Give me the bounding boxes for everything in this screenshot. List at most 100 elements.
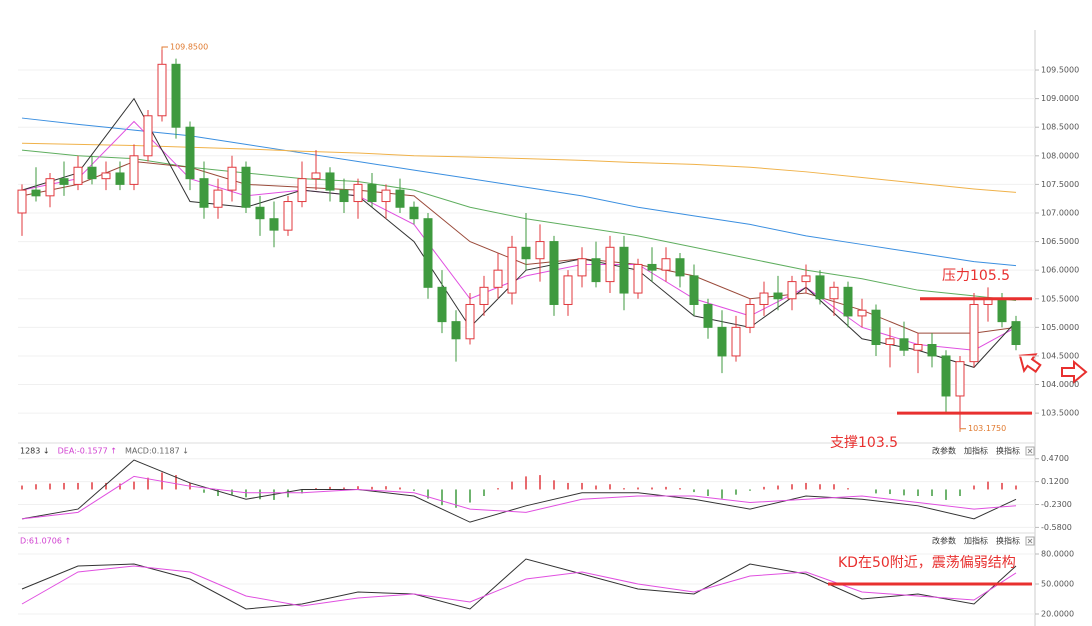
candle-body xyxy=(675,258,685,277)
y-tick-label: 106.5000 xyxy=(1041,237,1079,246)
candle-body xyxy=(843,286,853,317)
candle-body xyxy=(801,275,811,283)
y-tick-label: 107.0000 xyxy=(1041,208,1079,217)
candle-body xyxy=(213,189,223,208)
close-icon xyxy=(1027,448,1033,454)
candle-body xyxy=(507,246,517,294)
indicator-line xyxy=(21,475,1017,520)
candle-body xyxy=(59,178,69,185)
candle-body xyxy=(913,344,923,351)
y-tick-label: 0.1200 xyxy=(1041,477,1069,486)
candle-body xyxy=(731,326,741,357)
candle-body xyxy=(1011,321,1021,346)
chart-layer: 109.5000 109.0000 108.5000 108.0000 107.5000… xyxy=(17,43,1079,619)
y-tick-label: -0.5800 xyxy=(1041,523,1072,532)
candle-body xyxy=(255,206,265,220)
candle-body xyxy=(857,309,867,317)
indicator-header: MACD:0.1187 ↓ xyxy=(125,447,189,456)
candle-body xyxy=(395,189,405,208)
y-tick-label: 109.0000 xyxy=(1041,94,1079,103)
y-tick-label: 50.0000 xyxy=(1041,580,1074,589)
y-tick-label: 80.0000 xyxy=(1041,550,1074,559)
y-tick-label: 109.5000 xyxy=(1041,66,1079,75)
y-tick-label: 108.0000 xyxy=(1041,151,1079,160)
panel-button[interactable]: 改参数 xyxy=(932,446,956,456)
extreme-label: 103.1750 xyxy=(968,424,1006,433)
candle-body xyxy=(353,183,363,203)
candle-body xyxy=(969,303,979,363)
y-tick-label: 105.0000 xyxy=(1041,323,1079,332)
indicator-header: 1283 ↓ xyxy=(20,447,50,456)
panel-button[interactable]: 加指标 xyxy=(964,446,988,456)
indicator-line xyxy=(21,558,1017,610)
extreme-label: 109.8500 xyxy=(170,43,208,52)
candle-body xyxy=(563,275,573,305)
candle-body xyxy=(45,178,55,197)
indicator-header: D:61.0706 ↑ xyxy=(20,537,71,546)
candle-body xyxy=(535,241,545,260)
candle-body xyxy=(87,166,97,180)
extreme-marker xyxy=(959,428,966,432)
y-tick-label: 104.0000 xyxy=(1041,380,1079,389)
panel-button[interactable]: 换指标 xyxy=(996,446,1020,456)
level-label: 压力105.5 xyxy=(942,268,1010,284)
candle-body xyxy=(703,303,713,328)
candle-body xyxy=(689,275,699,305)
candle-body xyxy=(465,303,475,340)
y-tick-label: 107.5000 xyxy=(1041,180,1079,189)
candle-body xyxy=(493,269,503,288)
y-tick-label: 106.0000 xyxy=(1041,266,1079,275)
candle-body xyxy=(185,126,195,180)
candle-body xyxy=(297,178,307,203)
candle-body xyxy=(717,326,727,357)
y-tick-label: 105.5000 xyxy=(1041,294,1079,303)
candle-body xyxy=(927,344,937,357)
arrow-icon xyxy=(1061,359,1088,385)
candle-body xyxy=(871,309,881,346)
candle-body xyxy=(941,355,951,397)
candle-body xyxy=(227,166,237,191)
candle-body xyxy=(451,321,461,340)
candle-body xyxy=(479,286,489,305)
panel-button[interactable]: 换指标 xyxy=(996,536,1020,546)
panel-button[interactable]: 改参数 xyxy=(932,536,956,546)
candle-body xyxy=(521,246,531,260)
candle-body xyxy=(577,258,587,277)
candle-body xyxy=(339,189,349,203)
extreme-marker xyxy=(161,46,168,51)
y-tick-label: 108.5000 xyxy=(1041,123,1079,132)
indicator-line xyxy=(21,565,1017,607)
candle-body xyxy=(171,63,181,128)
candle-body xyxy=(773,292,783,300)
level-label: 支撑103.5 xyxy=(830,435,898,451)
candle-body xyxy=(885,338,895,346)
y-tick-label: 0.4700 xyxy=(1041,454,1069,463)
indicator-header: DEA:-0.1577 ↑ xyxy=(58,447,117,456)
candle-body xyxy=(325,172,335,191)
candle-body xyxy=(955,361,965,397)
close-icon xyxy=(1027,538,1033,544)
y-tick-label: 103.5000 xyxy=(1041,409,1079,418)
y-tick-label: -0.2300 xyxy=(1041,500,1072,509)
candle-body xyxy=(311,172,321,180)
candle-body xyxy=(31,189,41,197)
y-tick-label: 20.0000 xyxy=(1041,610,1074,619)
candle-body xyxy=(647,263,657,271)
candle-body xyxy=(157,63,167,117)
candle-body xyxy=(591,258,601,283)
candle-body xyxy=(997,298,1007,323)
candle-body xyxy=(549,241,559,305)
arrow-icon xyxy=(1018,353,1042,374)
candle-body xyxy=(815,275,825,300)
candle-body xyxy=(661,258,671,271)
level-label: KD在50附近，震荡偏弱结构 xyxy=(838,555,1016,571)
panel-button[interactable]: 加指标 xyxy=(964,536,988,546)
candle-body xyxy=(381,189,391,203)
candle-body xyxy=(101,172,111,180)
candle-body xyxy=(633,263,643,294)
candle-body xyxy=(199,178,209,208)
candle-body xyxy=(899,338,909,351)
candle-body xyxy=(17,189,27,214)
